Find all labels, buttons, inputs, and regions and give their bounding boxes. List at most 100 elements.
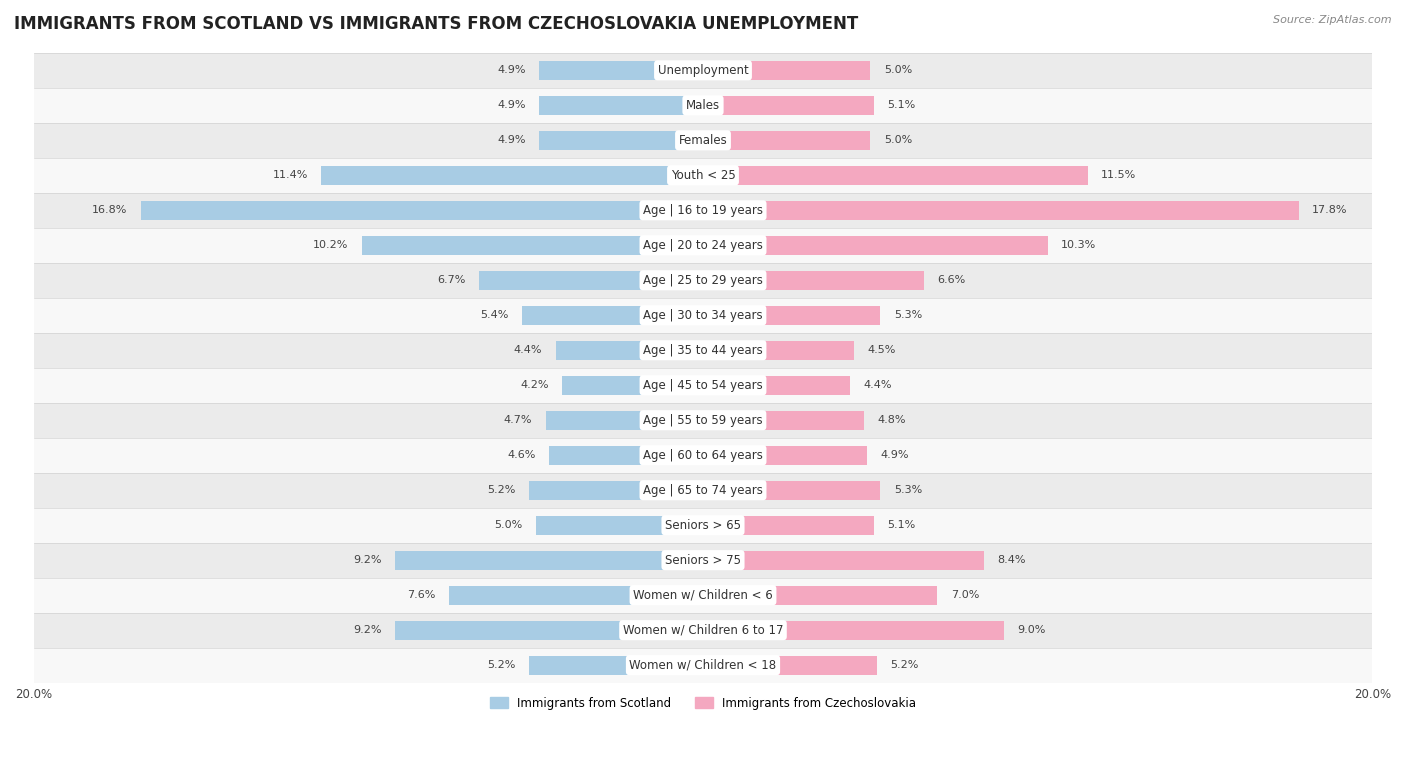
Text: Age | 20 to 24 years: Age | 20 to 24 years	[643, 238, 763, 252]
Text: 5.1%: 5.1%	[887, 101, 915, 111]
Text: 4.7%: 4.7%	[503, 416, 533, 425]
Bar	[34, 612, 1372, 648]
Bar	[34, 543, 1372, 578]
Text: 7.0%: 7.0%	[950, 590, 979, 600]
Text: 5.4%: 5.4%	[481, 310, 509, 320]
Bar	[703, 166, 1088, 185]
Bar	[34, 123, 1372, 157]
Text: Females: Females	[679, 134, 727, 147]
Bar	[703, 271, 924, 290]
Text: 4.8%: 4.8%	[877, 416, 905, 425]
Bar	[322, 166, 703, 185]
Bar	[703, 656, 877, 674]
Bar	[703, 375, 851, 395]
Text: 4.9%: 4.9%	[498, 65, 526, 76]
Text: 4.9%: 4.9%	[498, 136, 526, 145]
Text: 4.4%: 4.4%	[513, 345, 543, 355]
Bar	[34, 648, 1372, 683]
Text: 4.4%: 4.4%	[863, 380, 893, 391]
Text: 5.0%: 5.0%	[884, 136, 912, 145]
Bar	[546, 410, 703, 430]
Bar	[703, 621, 1004, 640]
Bar	[141, 201, 703, 220]
Text: Women w/ Children < 6: Women w/ Children < 6	[633, 589, 773, 602]
Text: 9.2%: 9.2%	[353, 625, 381, 635]
Text: 5.3%: 5.3%	[894, 310, 922, 320]
Bar	[538, 61, 703, 80]
Bar	[449, 586, 703, 605]
Text: Youth < 25: Youth < 25	[671, 169, 735, 182]
Text: 9.2%: 9.2%	[353, 555, 381, 565]
Text: 17.8%: 17.8%	[1312, 205, 1348, 215]
Text: 5.3%: 5.3%	[894, 485, 922, 495]
Bar	[395, 550, 703, 570]
Bar	[34, 438, 1372, 472]
Bar	[703, 61, 870, 80]
Text: Women w/ Children < 18: Women w/ Children < 18	[630, 659, 776, 671]
Bar	[34, 298, 1372, 333]
Bar	[562, 375, 703, 395]
Text: 6.7%: 6.7%	[437, 276, 465, 285]
Bar	[34, 88, 1372, 123]
Bar	[538, 95, 703, 115]
Text: 4.2%: 4.2%	[520, 380, 548, 391]
Text: 10.2%: 10.2%	[312, 240, 349, 251]
Text: 4.9%: 4.9%	[880, 450, 908, 460]
Text: Age | 55 to 59 years: Age | 55 to 59 years	[643, 414, 763, 427]
Bar	[34, 368, 1372, 403]
Text: 11.4%: 11.4%	[273, 170, 308, 180]
Bar	[395, 621, 703, 640]
Bar	[34, 157, 1372, 193]
Bar	[34, 403, 1372, 438]
Text: 5.2%: 5.2%	[890, 660, 918, 670]
Text: Males: Males	[686, 99, 720, 112]
Bar	[703, 306, 880, 325]
Text: 4.5%: 4.5%	[868, 345, 896, 355]
Text: 11.5%: 11.5%	[1101, 170, 1136, 180]
Text: Age | 25 to 29 years: Age | 25 to 29 years	[643, 274, 763, 287]
Text: Age | 30 to 34 years: Age | 30 to 34 years	[643, 309, 763, 322]
Text: 5.2%: 5.2%	[488, 660, 516, 670]
Text: Age | 16 to 19 years: Age | 16 to 19 years	[643, 204, 763, 217]
Bar	[703, 586, 938, 605]
Bar	[703, 235, 1047, 255]
Bar	[703, 131, 870, 150]
Bar	[522, 306, 703, 325]
Bar	[536, 516, 703, 535]
Text: 10.3%: 10.3%	[1062, 240, 1097, 251]
Text: 7.6%: 7.6%	[406, 590, 436, 600]
Bar	[548, 446, 703, 465]
Text: Women w/ Children 6 to 17: Women w/ Children 6 to 17	[623, 624, 783, 637]
Bar	[34, 53, 1372, 88]
Bar	[703, 550, 984, 570]
Text: 5.0%: 5.0%	[884, 65, 912, 76]
Bar	[555, 341, 703, 360]
Bar	[34, 508, 1372, 543]
Text: Seniors > 65: Seniors > 65	[665, 519, 741, 531]
Bar	[529, 481, 703, 500]
Bar	[538, 131, 703, 150]
Text: 8.4%: 8.4%	[997, 555, 1026, 565]
Bar	[703, 341, 853, 360]
Text: 9.0%: 9.0%	[1018, 625, 1046, 635]
Bar	[703, 410, 863, 430]
Bar	[34, 193, 1372, 228]
Text: IMMIGRANTS FROM SCOTLAND VS IMMIGRANTS FROM CZECHOSLOVAKIA UNEMPLOYMENT: IMMIGRANTS FROM SCOTLAND VS IMMIGRANTS F…	[14, 15, 858, 33]
Text: Age | 65 to 74 years: Age | 65 to 74 years	[643, 484, 763, 497]
Text: Seniors > 75: Seniors > 75	[665, 553, 741, 567]
Bar	[34, 472, 1372, 508]
Text: 4.6%: 4.6%	[508, 450, 536, 460]
Text: Age | 60 to 64 years: Age | 60 to 64 years	[643, 449, 763, 462]
Bar	[478, 271, 703, 290]
Bar	[529, 656, 703, 674]
Text: Source: ZipAtlas.com: Source: ZipAtlas.com	[1274, 15, 1392, 25]
Bar	[34, 263, 1372, 298]
Text: 6.6%: 6.6%	[938, 276, 966, 285]
Bar	[703, 201, 1299, 220]
Bar	[34, 333, 1372, 368]
Bar	[361, 235, 703, 255]
Text: Unemployment: Unemployment	[658, 64, 748, 77]
Text: 16.8%: 16.8%	[91, 205, 128, 215]
Bar	[34, 228, 1372, 263]
Text: 4.9%: 4.9%	[498, 101, 526, 111]
